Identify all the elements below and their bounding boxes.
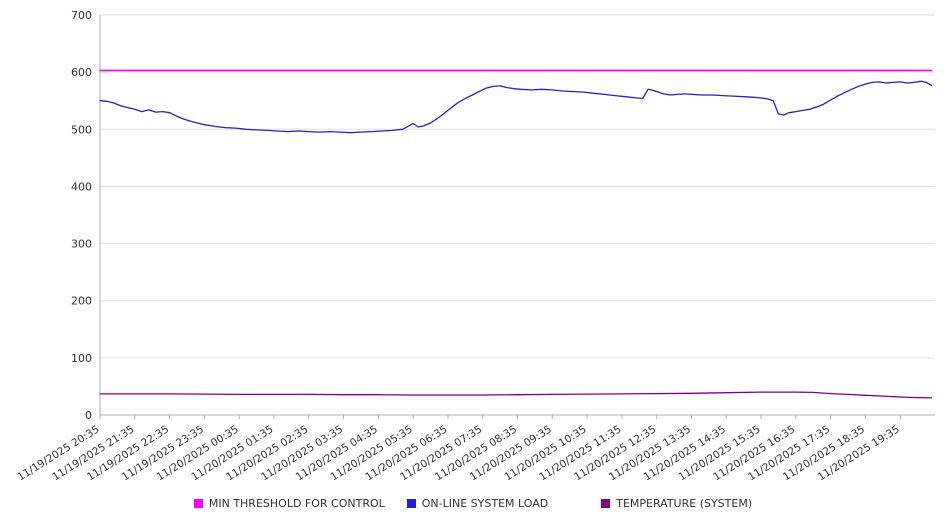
y-axis-tick-label: 400 (71, 180, 92, 193)
legend-label-temperature: TEMPERATURE (SYSTEM) (616, 496, 753, 510)
y-axis-tick-label: 200 (71, 295, 92, 308)
legend-label-system-load: ON-LINE SYSTEM LOAD (421, 496, 549, 510)
chart-legend: MIN THRESHOLD FOR CONTROL ON-LINE SYSTEM… (0, 488, 946, 518)
y-axis-tick-label: 700 (71, 9, 92, 22)
legend-swatch-temperature-icon (601, 498, 611, 508)
y-axis-tick-label: 100 (71, 352, 92, 365)
y-axis-tick-label: 600 (71, 66, 92, 79)
legend-item-system-load[interactable]: ON-LINE SYSTEM LOAD (406, 496, 549, 510)
y-axis-tick-label: 500 (71, 123, 92, 136)
legend-swatch-system-load-icon (406, 498, 416, 508)
series-line-1 (99, 80, 933, 134)
series-line-2 (99, 391, 933, 399)
legend-label-min-threshold: MIN THRESHOLD FOR CONTROL (208, 496, 385, 510)
y-axis-tick-label: 0 (85, 409, 92, 422)
legend-swatch-min-threshold-icon (193, 498, 203, 508)
legend-item-min-threshold[interactable]: MIN THRESHOLD FOR CONTROL (193, 496, 385, 510)
y-axis-tick-label: 300 (71, 238, 92, 251)
legend-item-temperature[interactable]: TEMPERATURE (SYSTEM) (601, 497, 752, 510)
